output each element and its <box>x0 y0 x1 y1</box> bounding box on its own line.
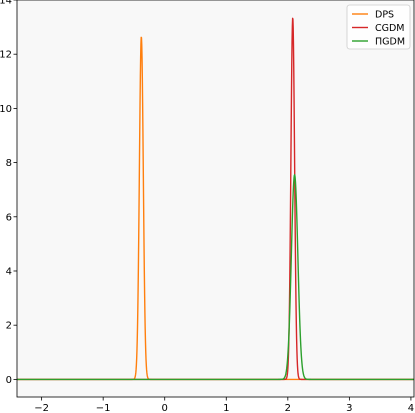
x-tick-label: 0 <box>162 403 168 413</box>
x-tick-label: 2 <box>285 403 291 413</box>
series-line-gdm <box>16 174 415 381</box>
legend-label: DPS <box>375 10 394 21</box>
legend-label: ΠGDM <box>375 37 405 48</box>
y-tick-label: 12 <box>0 50 12 61</box>
y-tick-label: 14 <box>0 0 12 7</box>
axes-frame <box>16 0 415 398</box>
y-tick-label: 8 <box>6 158 12 169</box>
legend: DPS CGDM ΠGDM <box>346 4 411 50</box>
plot-background <box>17 0 414 397</box>
y-tick-label: 10 <box>0 104 12 115</box>
x-tick-label: 4 <box>408 403 414 413</box>
x-tick-label: −2 <box>34 403 49 413</box>
y-tick-label: 4 <box>6 266 12 277</box>
x-tick-label: 3 <box>346 403 352 413</box>
series-layer <box>16 17 415 381</box>
legend-label: CGDM <box>375 23 405 34</box>
y-tick-label: 2 <box>6 321 12 332</box>
y-tick-label: 6 <box>6 212 12 223</box>
x-tick-label: 1 <box>223 403 229 413</box>
y-tick-label: 0 <box>6 375 12 386</box>
legend-box <box>346 4 411 50</box>
x-tick-label: −1 <box>96 403 111 413</box>
